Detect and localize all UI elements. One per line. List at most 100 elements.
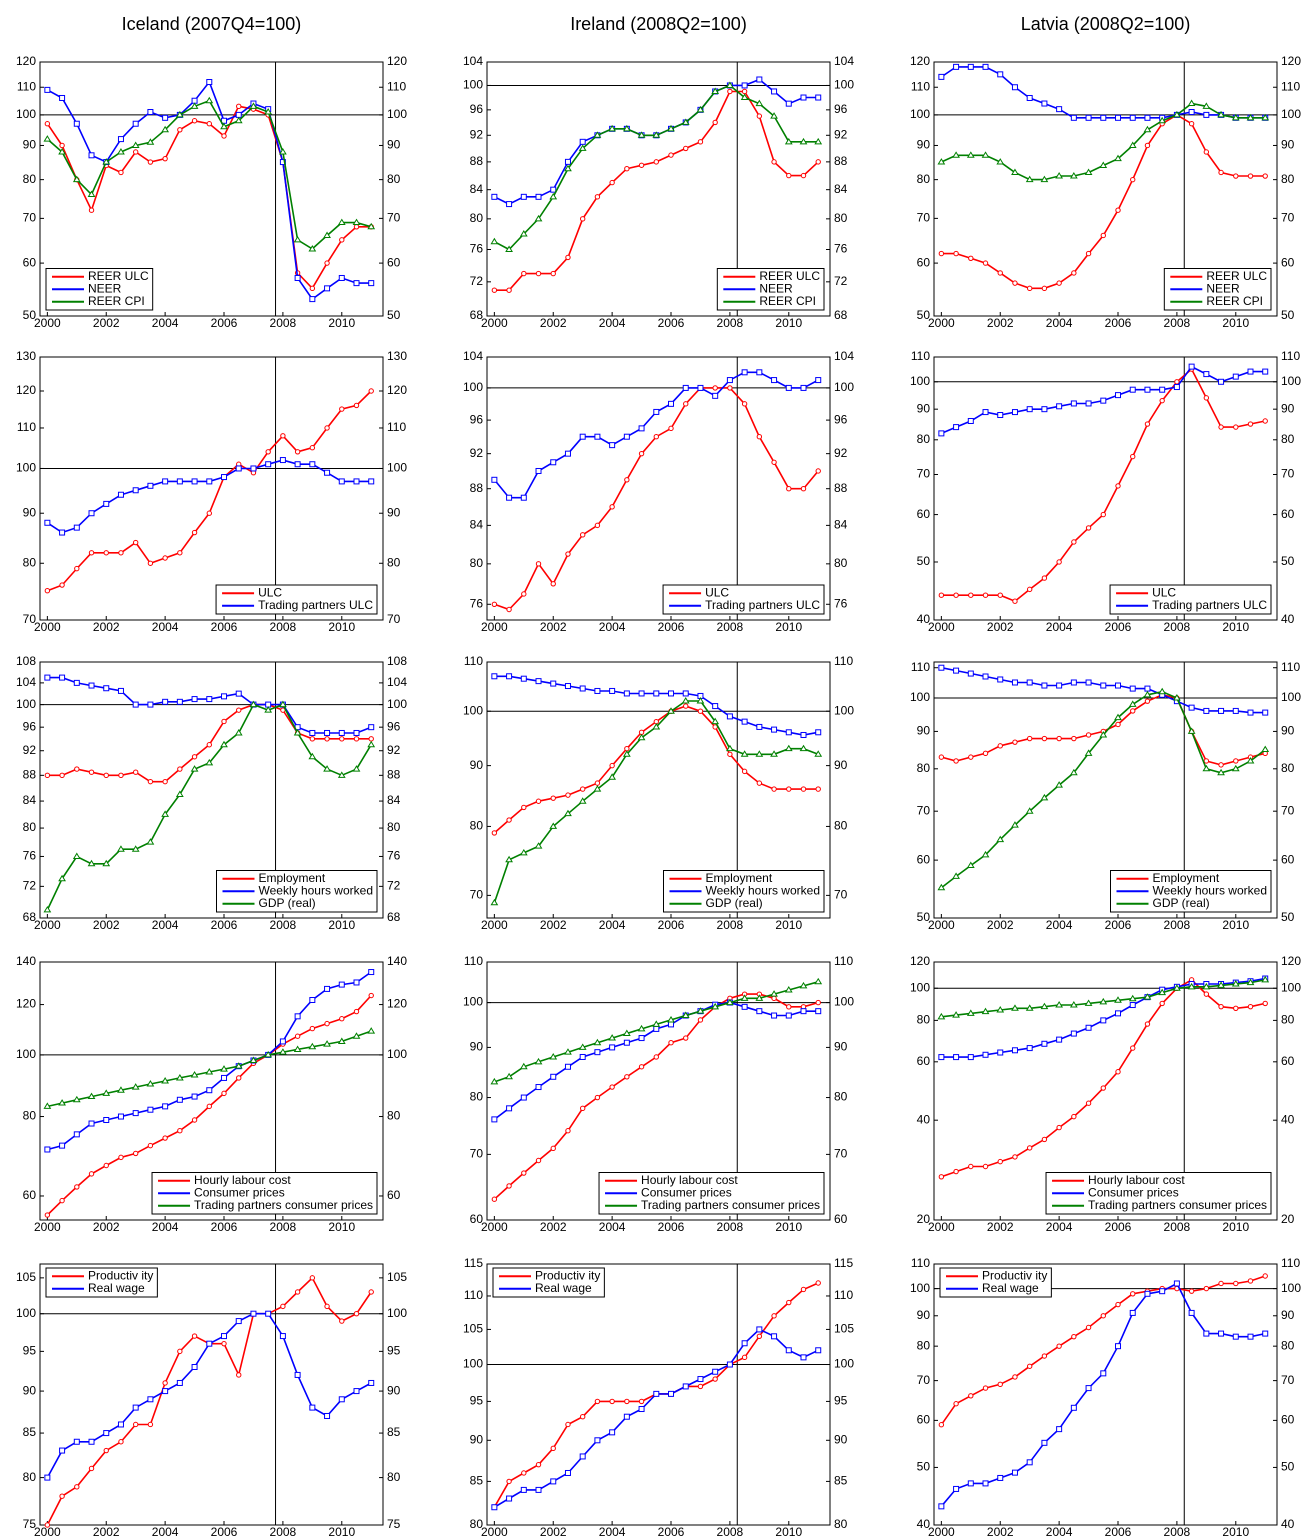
y-tick-label: 110 [911,349,930,363]
marker [324,736,330,742]
x-tick-label: 2002 [540,1220,567,1234]
panel: 70 70 80 80 90 90 100 100 110 110 2000 2002 2004 2006… [463,654,854,932]
marker [550,1478,557,1485]
marker [147,701,154,708]
y2-tick-label: 60 [1281,1054,1295,1068]
marker [1070,114,1077,121]
marker [1144,142,1151,149]
marker [653,1025,660,1032]
marker [786,172,792,179]
plot-frame [933,961,1278,1221]
marker [234,729,243,736]
marker [535,1486,542,1493]
marker [1041,1040,1048,1047]
marker [608,1034,617,1041]
x-tick-label: 2006 [211,316,238,330]
marker [353,729,360,736]
y-tick-label: 60 [917,1413,931,1427]
marker [815,468,821,474]
marker [205,1068,214,1075]
marker [102,158,111,165]
marker [593,785,602,792]
marker [58,148,66,155]
y2-tick-label: 60 [1281,255,1295,269]
marker [550,1445,556,1452]
marker [353,1008,360,1015]
marker [1158,988,1167,996]
marker [338,478,345,485]
y-tick-label: 80 [917,761,931,775]
marker [519,230,528,237]
marker [683,703,689,709]
marker [521,1470,527,1476]
marker [368,969,375,976]
marker [815,786,821,792]
marker [87,190,96,198]
marker [132,539,139,546]
marker [1130,1291,1136,1297]
marker [265,449,271,455]
y2-tick-label: 60 [1281,1413,1295,1427]
y2-tick-label: 105 [834,1322,854,1336]
marker [323,765,331,772]
plot-frame [933,1263,1278,1526]
marker [132,1110,139,1117]
marker [236,1372,242,1378]
marker [1056,735,1062,742]
marker [1262,418,1268,424]
x-tick-label: 2004 [1046,1525,1073,1539]
series-line [940,1275,1266,1426]
marker [624,477,630,483]
y2-tick-label: 95 [834,1394,848,1408]
marker [1115,1069,1121,1075]
marker [339,1016,345,1022]
marker [594,522,601,529]
marker [982,1051,989,1058]
marker [162,1380,168,1386]
plot-frame [486,356,831,621]
x-tick-label: 2008 [717,620,744,634]
x-tick-label: 2002 [987,1220,1014,1234]
marker [59,674,66,681]
marker [953,424,960,431]
marker [44,1146,51,1153]
marker [520,675,527,682]
marker [1025,175,1034,183]
marker [938,250,945,257]
marker [1041,1353,1048,1359]
marker [1143,690,1152,698]
x-tick-label: 2006 [1105,1220,1132,1234]
marker [638,425,645,432]
marker [337,771,346,778]
marker [367,1027,376,1034]
legend-box [215,584,378,615]
y2-tick-label: 80 [387,555,401,569]
marker [1203,371,1210,378]
marker [1055,172,1064,179]
marker [771,377,778,384]
y-tick-label: 60 [23,255,37,269]
marker [997,412,1004,419]
marker [1203,395,1210,401]
y-tick-label: 104 [16,675,36,689]
marker [1100,1085,1106,1091]
y-tick-label: 70 [917,803,931,817]
x-tick-label: 2004 [152,1525,179,1539]
marker [564,158,571,165]
marker [339,406,345,412]
marker [337,218,346,226]
y-tick-label: 75 [23,1517,37,1531]
marker [982,673,989,680]
marker [521,591,527,597]
marker [131,1083,140,1090]
y2-tick-label: 80 [387,1470,401,1484]
marker [609,1084,615,1090]
marker [1233,173,1239,179]
marker [59,1493,65,1499]
x-tick-label: 2010 [775,1525,802,1539]
series-line [494,90,819,291]
marker [997,592,1003,598]
marker [967,1054,974,1061]
y-tick-label: 140 [16,954,36,968]
